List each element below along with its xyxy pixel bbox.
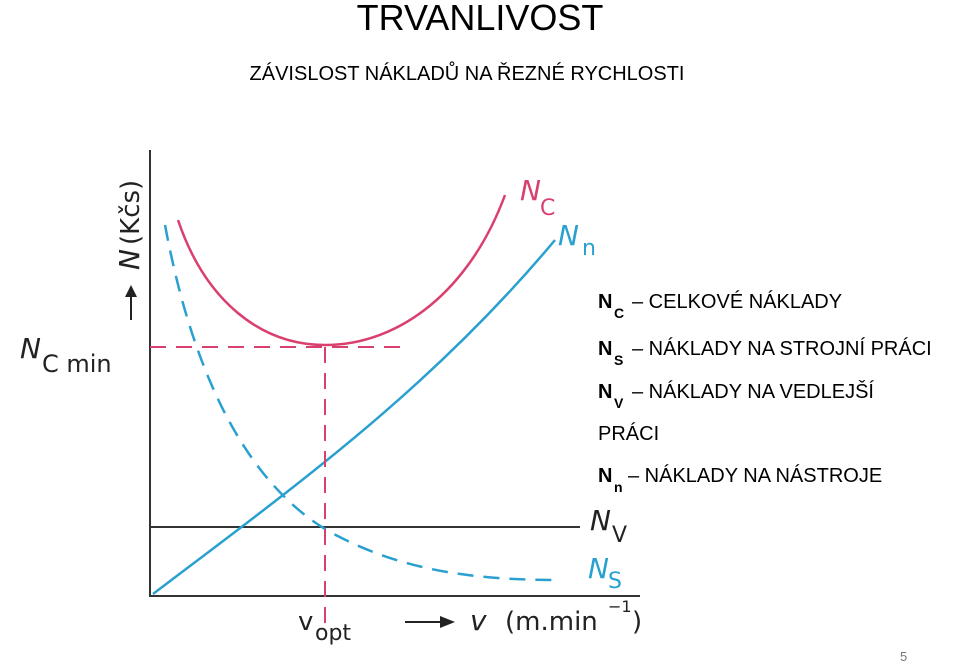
legend-text: – NÁKLADY NA STROJNÍ PRÁCI [632, 337, 932, 360]
nn-curve [152, 239, 556, 595]
ns-curve [163, 224, 561, 582]
subtitle: ZÁVISLOST NÁKLADŮ NA ŘEZNÉ RYCHLOSTI [250, 61, 685, 85]
y-unit: (Kčs) [116, 180, 146, 245]
x-unit-close: ) [632, 607, 642, 637]
nn-label-sub: n [582, 236, 596, 261]
x-exponent: −1 [608, 597, 632, 616]
nc-curve [176, 194, 507, 347]
legend: N C – CELKOVÉ NÁKLADY N S – NÁKLADY NA S… [598, 290, 932, 495]
min-symbol: N [20, 332, 41, 365]
legend-text-continued: PRÁCI [598, 422, 659, 445]
legend-symbol: N [598, 465, 612, 487]
x-unit: (m.min [505, 607, 598, 637]
legend-text: – CELKOVÉ NÁKLADY [632, 290, 842, 313]
y-axis-label: N (Kčs) [113, 180, 146, 320]
nc-label: N [520, 174, 541, 207]
ns-label-sub: S [608, 569, 622, 594]
legend-text: – NÁKLADY NA VEDLEJŠÍ [632, 380, 874, 403]
legend-symbol: N [598, 338, 612, 360]
nv-label: N [590, 504, 611, 537]
opt-symbol: v [298, 607, 313, 637]
x-symbol: v [470, 604, 487, 637]
x-axis-label: v (m.min −1 ) [405, 597, 642, 637]
diagram: N (Kčs) v (m.min −1 ) v opt N C min N C … [20, 150, 642, 646]
ns-label: N [588, 552, 609, 585]
legend-subscript: S [614, 352, 623, 368]
y-symbol: N [113, 249, 146, 270]
title: TRVANLIVOST [357, 0, 604, 38]
legend-subscript: V [614, 395, 624, 411]
legend-text: – NÁKLADY NA NÁSTROJE [628, 464, 882, 487]
nn-label: N [558, 219, 579, 252]
legend-symbol: N [598, 381, 612, 403]
nc-label-sub: C [540, 196, 555, 221]
nv-label-sub: V [612, 523, 627, 548]
page-number: 5 [900, 649, 907, 664]
min-subscript: C min [42, 350, 112, 378]
opt-subscript: opt [315, 621, 351, 646]
legend-subscript: n [614, 479, 623, 495]
legend-subscript: C [614, 305, 624, 321]
legend-symbol: N [598, 291, 612, 313]
